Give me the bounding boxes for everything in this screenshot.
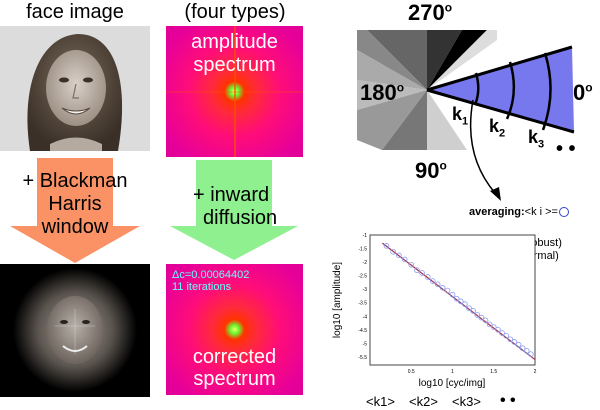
spectrum-horizontal-axis: [166, 90, 303, 93]
diffusion-label: + inward diffusion: [193, 184, 278, 229]
data-point-4: [408, 261, 415, 268]
data-point-20: [482, 317, 489, 324]
blackman-arrow: [10, 158, 140, 263]
data-point-11: [444, 287, 451, 294]
data-point-13: [453, 295, 460, 302]
data-point-5: [414, 267, 420, 274]
averaging-label: averaging:<k i >=: [469, 206, 569, 218]
data-point-31: [528, 351, 534, 357]
data-point-28: [515, 341, 522, 348]
data-point-22: [490, 324, 497, 330]
face-image-title: face image: [26, 1, 124, 23]
amplitude-label: amplitude: [191, 31, 278, 53]
data-point-23: [495, 326, 501, 333]
plot-frame: [369, 234, 536, 366]
data-point-7: [424, 274, 431, 280]
data-point-1: [390, 248, 396, 255]
data-point-17: [470, 308, 476, 314]
delta-c-label: Δc=0.00064402: [172, 269, 250, 281]
x-tick-1: 1: [451, 369, 454, 375]
ellipsis-dots: • •: [556, 138, 576, 160]
data-point-30: [523, 348, 530, 354]
angle-0: 0o: [573, 80, 593, 105]
bottom-dots: • •: [500, 392, 516, 409]
data-point-18: [474, 312, 481, 318]
polar-wedge-diagram: [357, 30, 575, 150]
k3-label: k3: [528, 127, 545, 151]
data-point-14: [457, 298, 464, 305]
y-tick-8: -5: [363, 341, 368, 347]
iterations-label: 11 iterations: [172, 281, 232, 293]
spectrum-vertical-axis: [233, 26, 236, 157]
data-point-6: [419, 270, 425, 276]
y-tick-1: -1.5: [358, 247, 367, 253]
amplitude-spectrum-panel: amplitude spectrum: [166, 26, 303, 157]
bottom-k2: <k2>: [409, 394, 438, 409]
x-tick-2: 1.5: [490, 369, 497, 375]
spectrum-label-2: spectrum: [193, 368, 276, 390]
data-point-29: [519, 345, 526, 352]
face-photo: [0, 26, 150, 151]
data-point-16: [466, 305, 472, 311]
x-tick-0: 0.5: [408, 369, 415, 375]
data-point-25: [503, 332, 509, 339]
bottom-k3: <k3>: [452, 394, 481, 409]
diffusion-arrow: [170, 160, 298, 260]
spectrum-label: spectrum: [193, 54, 276, 76]
x-axis-label: log10 [cyc/img]: [419, 378, 486, 389]
four-types-title: (four types): [184, 1, 286, 23]
data-point-9: [434, 281, 441, 288]
data-point-12: [449, 291, 456, 298]
blackman-label: + Blackman Harris window: [22, 170, 128, 238]
y-tick-5: -3.5: [358, 301, 367, 307]
angle-270: 270o: [408, 0, 453, 25]
y-tick-3: -2.5: [358, 274, 367, 280]
y-tick-4: -3: [363, 287, 368, 293]
data-point-3: [401, 256, 408, 263]
corrected-label: corrected: [192, 346, 277, 368]
data-point-8: [429, 278, 436, 284]
y-tick-9: -5.5: [358, 355, 367, 361]
angle-180: 180o: [360, 80, 405, 105]
k2-label: k2: [489, 116, 506, 140]
angle-90: 90o: [415, 158, 447, 183]
k1-label: k1: [452, 104, 469, 128]
data-point-10: [439, 285, 446, 291]
data-point-2: [396, 252, 402, 259]
y-tick-0: -1: [363, 233, 368, 239]
bottom-k1: <k1>: [366, 394, 395, 409]
averaging-arrow: [469, 99, 501, 201]
data-point-19: [478, 314, 485, 321]
data-point-21: [486, 321, 493, 328]
data-point-26: [507, 336, 514, 343]
y-axis-label: log10 [amplitude]: [332, 262, 343, 338]
corrected-spectrum-panel: Δc=0.00064402 11 iterations corrected sp…: [166, 264, 303, 395]
y-tick-2: -2: [363, 260, 368, 266]
x-tick-3: 2: [534, 369, 537, 375]
data-point-15: [462, 301, 468, 307]
windowed-face: [0, 264, 150, 397]
y-tick-7: -4.5: [358, 328, 367, 334]
data-point-27: [511, 339, 518, 345]
data-point-0: [383, 243, 390, 249]
data-point-24: [499, 330, 505, 336]
loglog-plot: -1-1.5-2-2.5-3-3.5-4-4.5-5-5.5 0.5 1 1.5 2 …: [332, 233, 537, 389]
y-tick-6: -4: [363, 314, 368, 320]
